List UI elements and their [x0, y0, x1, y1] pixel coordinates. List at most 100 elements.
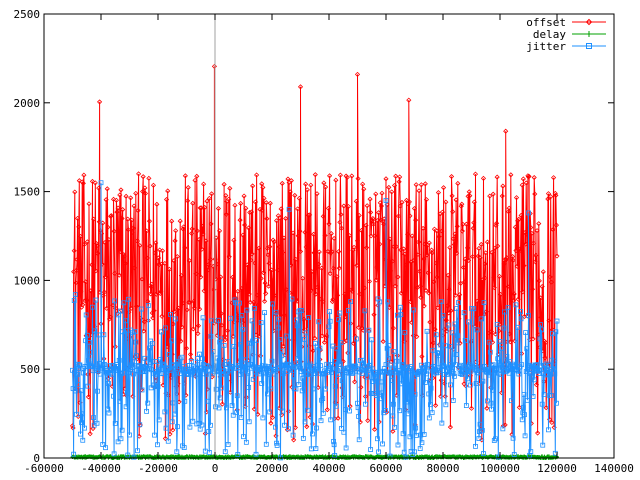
point-jitter — [265, 365, 271, 371]
point-offset — [536, 221, 542, 227]
point-offset — [92, 180, 98, 186]
point-offset — [447, 424, 453, 430]
point-jitter — [100, 442, 106, 447]
point-offset — [120, 207, 126, 213]
point-offset — [459, 228, 465, 234]
legend-label: delay — [533, 28, 566, 41]
legend-marker-delay — [586, 31, 592, 37]
point-offset — [452, 292, 459, 298]
point-offset — [389, 189, 395, 195]
point-offset — [474, 313, 480, 319]
point-jitter — [404, 399, 410, 405]
point-jitter — [316, 370, 322, 376]
point-offset — [406, 199, 412, 205]
point-offset — [179, 324, 185, 330]
point-jitter — [501, 325, 507, 331]
point-offset — [204, 198, 210, 204]
point-jitter — [386, 343, 392, 348]
point-offset — [519, 182, 525, 188]
point-offset — [241, 193, 247, 199]
point-jitter — [182, 398, 188, 404]
point-offset — [219, 322, 225, 328]
point-jitter — [213, 404, 218, 410]
point-jitter — [84, 332, 90, 338]
point-offset — [188, 356, 194, 362]
point-offset — [448, 308, 454, 314]
point-offset — [393, 244, 399, 250]
point-offset — [529, 286, 536, 292]
point-jitter — [83, 312, 89, 318]
point-offset — [403, 197, 410, 203]
point-jitter — [481, 300, 487, 306]
point-offset — [536, 278, 542, 284]
point-offset — [147, 243, 153, 249]
point-jitter — [497, 361, 502, 367]
point-offset — [494, 220, 500, 226]
point-offset — [471, 199, 477, 205]
point-jitter — [72, 292, 78, 298]
point-jitter — [436, 365, 442, 371]
point-offset — [244, 285, 250, 291]
point-offset — [250, 183, 256, 189]
point-offset — [85, 394, 92, 400]
point-jitter — [474, 327, 480, 333]
point-offset — [487, 193, 493, 199]
point-jitter — [526, 313, 531, 318]
point-jitter — [539, 327, 545, 333]
point-jitter — [421, 432, 427, 437]
point-jitter — [544, 371, 550, 377]
point-offset — [169, 218, 175, 224]
point-jitter — [546, 427, 551, 433]
point-jitter — [389, 378, 395, 384]
point-offset — [105, 224, 111, 230]
point-offset — [514, 263, 520, 269]
point-jitter — [353, 363, 359, 369]
point-offset — [259, 181, 265, 187]
point-offset — [397, 174, 403, 180]
point-jitter — [188, 369, 194, 375]
point-offset — [262, 298, 268, 304]
series-layer — [69, 63, 560, 461]
point-jitter — [510, 435, 516, 441]
point-offset — [527, 210, 533, 217]
point-jitter — [316, 319, 322, 325]
point-offset — [144, 228, 150, 234]
point-jitter — [422, 380, 428, 385]
point-jitter — [356, 437, 362, 443]
point-jitter — [518, 316, 524, 322]
point-offset — [456, 292, 463, 298]
point-offset — [261, 195, 267, 201]
point-jitter — [88, 363, 94, 368]
point-offset — [292, 192, 298, 198]
point-offset — [215, 205, 221, 212]
point-offset — [353, 198, 359, 204]
point-offset — [466, 257, 472, 264]
point-offset — [427, 319, 433, 325]
point-jitter — [130, 365, 136, 370]
point-jitter — [205, 363, 210, 369]
point-jitter — [426, 391, 432, 397]
point-offset — [482, 261, 488, 267]
point-offset — [295, 206, 301, 212]
point-offset — [462, 256, 468, 262]
point-jitter — [163, 325, 168, 331]
point-offset — [434, 228, 440, 234]
point-jitter — [493, 367, 499, 372]
point-offset — [308, 287, 314, 293]
point-jitter — [206, 429, 212, 434]
point-offset — [185, 198, 191, 204]
point-jitter — [306, 363, 312, 368]
point-offset — [523, 241, 529, 247]
point-offset — [430, 340, 436, 346]
point-offset — [246, 225, 252, 231]
point-offset — [443, 199, 449, 205]
point-offset — [506, 205, 512, 211]
point-jitter — [172, 411, 178, 417]
point-offset — [360, 181, 366, 187]
point-jitter — [118, 436, 124, 442]
point-jitter — [326, 324, 332, 330]
point-offset — [552, 190, 558, 196]
point-offset — [281, 235, 287, 241]
point-jitter — [455, 333, 461, 339]
series-jitter — [70, 180, 560, 461]
